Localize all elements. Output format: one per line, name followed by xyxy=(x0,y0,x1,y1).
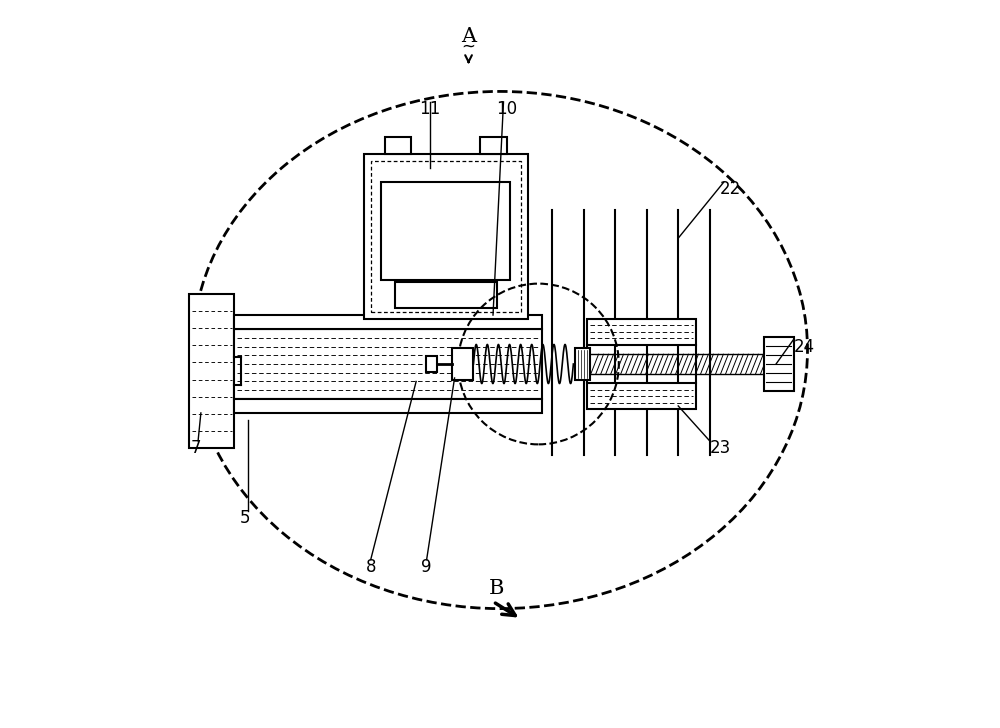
Text: 23: 23 xyxy=(710,439,731,457)
Bar xyxy=(364,154,528,319)
Bar xyxy=(189,294,234,448)
Bar xyxy=(587,383,696,409)
Text: 11: 11 xyxy=(419,100,441,118)
Bar xyxy=(764,338,794,390)
Text: ~: ~ xyxy=(462,38,476,56)
Bar xyxy=(234,399,542,413)
Text: 7: 7 xyxy=(191,439,201,457)
Bar xyxy=(234,315,542,329)
Bar xyxy=(587,319,696,345)
Bar xyxy=(395,282,497,308)
Text: 24: 24 xyxy=(793,338,815,355)
Text: 10: 10 xyxy=(496,100,518,118)
Bar xyxy=(480,137,507,154)
Bar xyxy=(575,348,590,380)
Bar xyxy=(234,329,542,399)
Text: 8: 8 xyxy=(365,558,376,576)
Text: 9: 9 xyxy=(421,558,432,576)
Text: 5: 5 xyxy=(240,509,250,527)
Bar xyxy=(385,137,411,154)
Text: 22: 22 xyxy=(720,181,741,198)
Bar xyxy=(371,162,521,312)
Text: A: A xyxy=(461,27,476,46)
Bar xyxy=(381,182,510,280)
Bar xyxy=(452,348,473,380)
Text: B: B xyxy=(489,579,504,598)
Bar xyxy=(426,356,437,372)
